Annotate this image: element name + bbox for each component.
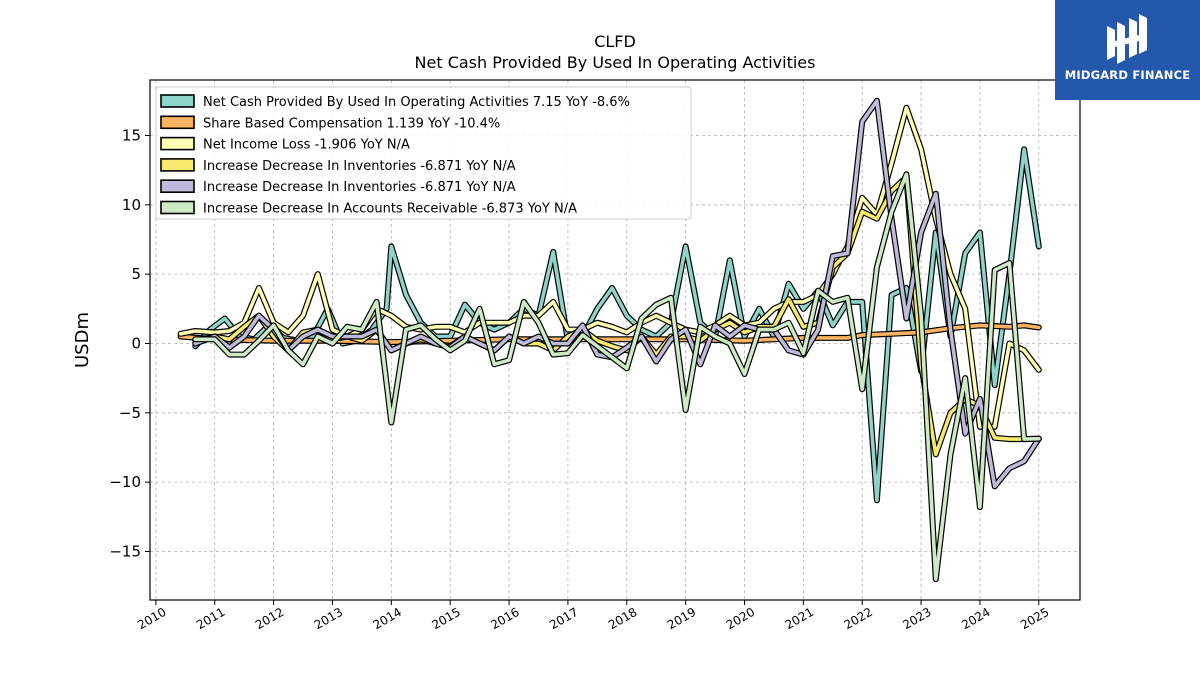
x-tick-label: 2013: [312, 605, 345, 632]
legend-swatch-6: [160, 200, 195, 215]
x-tick-label: 2011: [194, 605, 227, 632]
x-tick-label: 2018: [606, 605, 639, 632]
y-tick-label: 0: [131, 334, 141, 352]
legend-label-4: Increase Decrease In Inventories -6.871 …: [203, 159, 516, 174]
legend-box: [155, 86, 692, 220]
y-tick-label: −15: [109, 542, 141, 560]
plot-area: [149, 79, 1081, 601]
chart-title: CLFD: [594, 32, 636, 51]
x-tick-label: 2024: [959, 605, 992, 632]
x-tick-label: 2025: [1018, 605, 1051, 632]
legend-label-6: Increase Decrease In Accounts Receivable…: [203, 202, 577, 217]
x-tick-label: 2017: [547, 605, 580, 632]
y-tick-label: 5: [131, 265, 141, 283]
series-line-3: [178, 105, 1041, 429]
legend-label-2: Share Based Compensation 1.139 YoY -10.4…: [203, 116, 500, 131]
legend-swatch-1: [160, 94, 195, 108]
y-tick-label: 10: [122, 196, 141, 214]
x-tick-label: 2020: [724, 605, 757, 632]
x-tick-label: 2019: [665, 605, 698, 632]
x-tick-label: 2014: [371, 605, 404, 632]
x-axis: 2010 2011 2012 2013 2014 2015 2016 2017 2018 2019…: [135, 600, 1052, 632]
legend-label-1: Net Cash Provided By Used In Operating A…: [203, 95, 630, 110]
midgard-finance-logo: MIDGARD FINANCE: [1055, 0, 1200, 100]
logo-text: MIDGARD FINANCE: [1064, 68, 1191, 82]
chart-subtitle: Net Cash Provided By Used In Operating A…: [415, 53, 816, 72]
y-tick-label: −10: [109, 473, 141, 491]
x-tick-label: 2023: [900, 605, 933, 632]
x-tick-label: 2021: [783, 605, 816, 632]
legend-swatch-2: [160, 115, 195, 130]
series-line-6: [193, 172, 1041, 581]
x-tick-label: 2022: [841, 605, 874, 632]
legend-label-5: Increase Decrease In Inventories -6.871 …: [203, 180, 516, 195]
x-tick-label: 2012: [253, 605, 286, 632]
logo-mark-icon: [1107, 14, 1147, 64]
y-tick-label: −5: [119, 404, 141, 422]
legend: Net Cash Provided By Used In Operating A…: [155, 86, 692, 220]
legend-swatch-3: [160, 136, 195, 151]
y-axis: −15 −10 −5 0 5 10 15: [109, 126, 150, 560]
legend-swatch-5: [160, 179, 195, 193]
x-tick-label: 2015: [429, 605, 462, 632]
legend-label-3: Net Income Loss -1.906 YoY N/A: [203, 138, 410, 153]
x-tick-label: 2016: [488, 605, 521, 632]
y-axis-label: USDm: [72, 312, 93, 368]
series-layer: [177, 97, 1042, 583]
legend-swatch-4: [160, 158, 195, 172]
x-tick-label: 2010: [135, 605, 168, 632]
y-tick-label: 15: [122, 126, 141, 144]
